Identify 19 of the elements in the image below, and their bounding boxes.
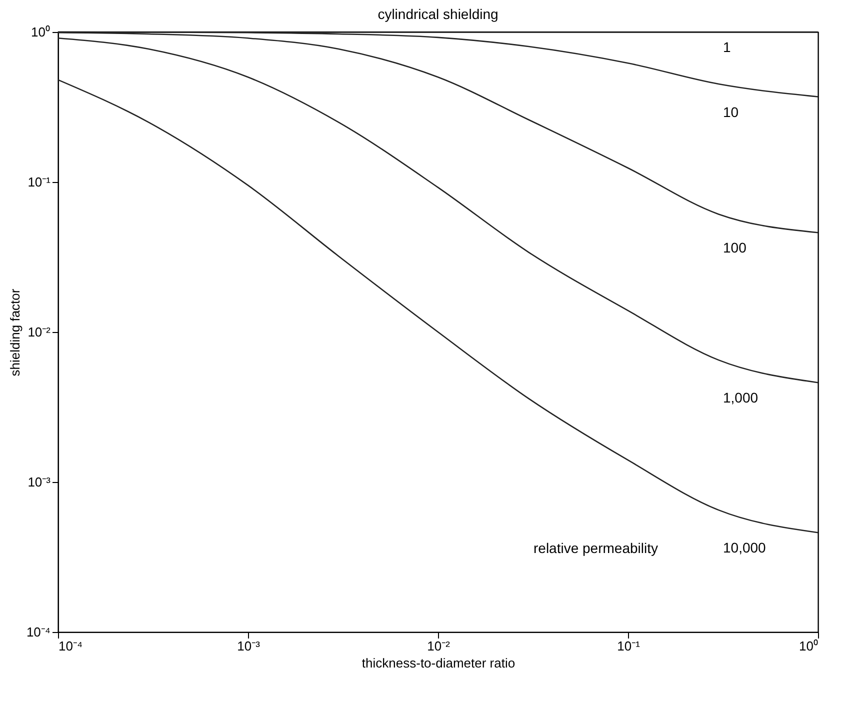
y-tick-label: 10⁻¹ [28, 174, 52, 190]
y-tick-label: 10⁻³ [28, 474, 52, 490]
y-axis-title: shielding factor [7, 288, 22, 376]
chart-title: cylindrical shielding [378, 6, 498, 22]
x-tick-label: 10⁻³ [237, 638, 261, 654]
x-tick-label: 10⁰ [799, 638, 818, 654]
x-tick-label: 10⁻² [427, 638, 451, 654]
series-label: 100 [723, 240, 747, 256]
series-label: 10 [723, 104, 739, 120]
annotation: relative permeability [534, 540, 658, 556]
y-tick-label: 10⁻⁴ [26, 624, 50, 640]
x-axis-title: thickness-to-diameter ratio [362, 656, 516, 670]
x-tick-label: 10⁻¹ [617, 638, 641, 654]
series-label: 1 [723, 39, 731, 55]
x-tick-label: 10⁻⁴ [58, 638, 83, 654]
y-tick-label: 10⁰ [31, 24, 50, 40]
y-tick-label: 10⁻² [28, 324, 52, 340]
series-label: 10,000 [723, 540, 766, 556]
series-label: 1,000 [723, 390, 758, 406]
